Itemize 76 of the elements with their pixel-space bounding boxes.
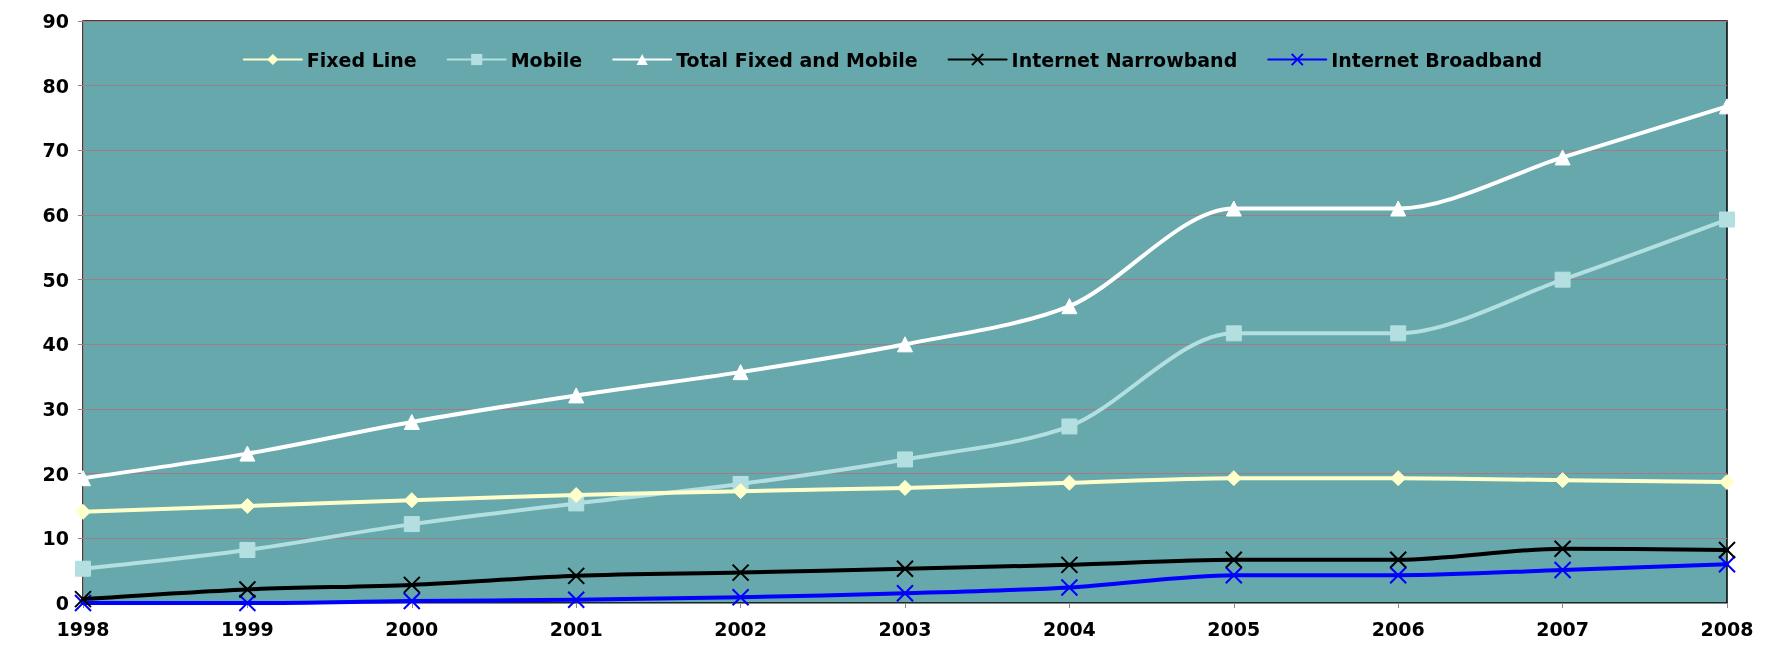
point <box>1553 539 1572 558</box>
y-tick-label: 90 <box>42 10 69 32</box>
point <box>732 483 749 500</box>
point <box>403 492 420 509</box>
y-tick-label: 50 <box>42 268 69 291</box>
point <box>75 560 91 577</box>
point <box>1061 474 1078 491</box>
point <box>239 445 256 462</box>
y-tick-label: 10 <box>42 527 69 550</box>
point <box>403 516 420 533</box>
point <box>1390 325 1407 342</box>
y-tick-label: 80 <box>42 74 69 97</box>
point <box>1224 566 1243 585</box>
point <box>74 594 92 612</box>
point <box>568 387 585 404</box>
point <box>567 590 586 609</box>
point <box>1719 211 1735 228</box>
y-tick-label: 60 <box>42 204 69 226</box>
point <box>1553 561 1572 580</box>
point <box>568 487 585 504</box>
point <box>1061 418 1078 435</box>
y-tick-label: 0 <box>55 592 69 614</box>
x-tick-label: 2007 <box>1536 617 1590 640</box>
legend-label: Mobile <box>510 48 583 71</box>
point <box>402 575 421 594</box>
x-tick-label: 2006 <box>1371 617 1425 640</box>
x-tick-label: 2004 <box>1042 617 1096 640</box>
point <box>1389 550 1408 569</box>
point <box>1225 200 1242 217</box>
point <box>74 590 92 609</box>
point <box>1224 550 1243 569</box>
point <box>1225 470 1242 487</box>
point <box>1061 298 1078 315</box>
point <box>239 498 256 514</box>
point <box>897 479 913 496</box>
point <box>897 451 913 468</box>
point <box>1390 200 1407 217</box>
point <box>731 588 750 607</box>
x-tick-label: 2000 <box>385 617 439 640</box>
point <box>1060 555 1079 574</box>
x-tick-label: 2002 <box>714 617 768 640</box>
point <box>238 580 257 599</box>
point <box>567 566 586 585</box>
y-tick-label: 20 <box>42 462 69 485</box>
point <box>731 563 750 582</box>
point <box>239 541 256 558</box>
y-tick-label: 40 <box>42 333 69 356</box>
point <box>1554 271 1571 288</box>
point <box>402 592 421 611</box>
point <box>75 503 91 520</box>
point <box>896 584 914 603</box>
point <box>732 364 749 381</box>
legend-label: Fixed Line <box>306 48 417 71</box>
point <box>1389 566 1408 585</box>
y-tick-label: 30 <box>42 398 69 420</box>
point <box>1718 540 1736 559</box>
point <box>896 559 914 578</box>
x-tick-label: 2008 <box>1700 617 1754 640</box>
point <box>1554 149 1571 166</box>
point <box>1718 555 1736 574</box>
y-tick-label: 70 <box>42 139 69 162</box>
point <box>1060 578 1079 597</box>
point <box>238 594 257 612</box>
point <box>403 413 420 430</box>
x-tick-label: 2001 <box>549 617 603 640</box>
x-tick-label: 1998 <box>56 617 110 640</box>
x-tick-label: 2005 <box>1207 617 1261 640</box>
point <box>897 336 913 353</box>
point <box>1719 474 1735 491</box>
point <box>1390 470 1407 487</box>
legend-label: Internet Narrowband <box>1011 48 1238 71</box>
legend-label: Internet Broadband <box>1331 48 1543 71</box>
point <box>1225 325 1242 342</box>
legend-label: Total Fixed and Mobile <box>676 48 918 71</box>
x-tick-label: 2003 <box>878 617 932 640</box>
x-tick-label: 1999 <box>220 617 274 640</box>
